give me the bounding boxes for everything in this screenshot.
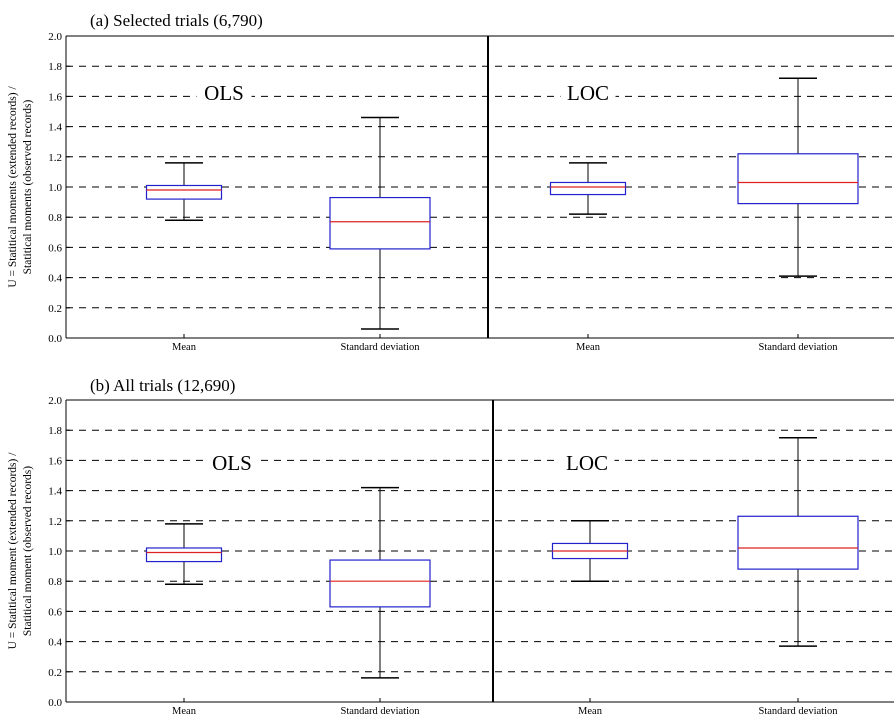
- panel-b-ytick-label: 1.8: [48, 425, 62, 437]
- panel-a-method-label-bg: [196, 80, 252, 108]
- panel-a-loc-sd-box: [737, 153, 859, 205]
- panel-b-loc-sd-box: [737, 515, 859, 570]
- panel-b-ols-sd-box: [329, 559, 431, 608]
- panel-a-ytick-label: 1.4: [48, 122, 62, 134]
- panel-a-ytick-label: 2.0: [48, 31, 62, 43]
- panel-b-method-label-bg: [204, 450, 260, 478]
- panel-b-ytick-label: 1.6: [48, 455, 62, 467]
- panel-b-ytick-label: 1.0: [48, 546, 62, 558]
- panel-b-method-label-bg: [559, 450, 615, 478]
- panel-b-ytick-label: 0.0: [48, 697, 62, 709]
- panel-a-ols-mean-box: [145, 184, 223, 200]
- panel-a-category-label: Mean: [576, 342, 601, 353]
- panel-b-ytick-label: 0.4: [48, 637, 62, 649]
- panel-a-ytick-label: 1.6: [48, 91, 62, 103]
- panel-b-title: (b) All trials (12,690): [90, 376, 235, 395]
- panel-a-category-label: Standard deviation: [340, 342, 420, 353]
- panel-a-ytick-label: 0.8: [48, 212, 62, 224]
- panel-a-ylabel-line: Statitical moments (observed records): [22, 99, 34, 274]
- panel-a-title: (a) Selected trials (6,790): [90, 11, 263, 30]
- panel-b-ylabel-line: U = Statitical moment (extended records)…: [7, 452, 19, 650]
- panel-a-category-label: Mean: [172, 342, 197, 353]
- panel-a-ylabel-line: U = Statitical moments (extended records…: [7, 86, 19, 288]
- panel-a-method-label-loc: LOC: [567, 81, 609, 105]
- panel-a-ols-sd-box: [329, 196, 431, 250]
- panel-b-ols-mean-box: [145, 547, 223, 563]
- panel-b-category-label: Standard deviation: [758, 706, 838, 717]
- panel-b-ytick-label: 0.6: [48, 606, 62, 618]
- panel-a-ytick-label: 0.6: [48, 242, 62, 254]
- panel-b-ytick-label: 1.4: [48, 486, 62, 498]
- panel-b-method-label-ols: OLS: [212, 451, 252, 475]
- panel-b-category-label: Mean: [172, 706, 197, 717]
- panel-b-ytick-label: 0.2: [48, 667, 62, 679]
- panel-b-method-label-loc: LOC: [566, 451, 608, 475]
- panel-a-category-label: Standard deviation: [758, 342, 838, 353]
- panel-a-ytick-label: 1.2: [48, 152, 62, 164]
- panel-b-ytick-label: 2.0: [48, 395, 62, 407]
- panel-a-ytick-label: 0.4: [48, 273, 62, 285]
- panel-b-ytick-label: 0.8: [48, 576, 62, 588]
- panel-a-ytick-label: 0.2: [48, 303, 62, 315]
- panel-b-ylabel-line: Statitical moment (observed records): [22, 466, 34, 636]
- panel-b-category-label: Standard deviation: [340, 706, 420, 717]
- panel-a-ytick-label: 1.0: [48, 182, 62, 194]
- panel-a-ytick-label: 1.8: [48, 61, 62, 73]
- panel-a-loc-mean-box: [549, 181, 627, 196]
- panel-b-category-label: Mean: [578, 706, 603, 717]
- panel-a-method-label-ols: OLS: [204, 81, 244, 105]
- panel-a-ytick-label: 0.0: [48, 333, 62, 345]
- panel-a-method-label-bg: [560, 80, 616, 108]
- panel-b-ytick-label: 1.2: [48, 516, 62, 528]
